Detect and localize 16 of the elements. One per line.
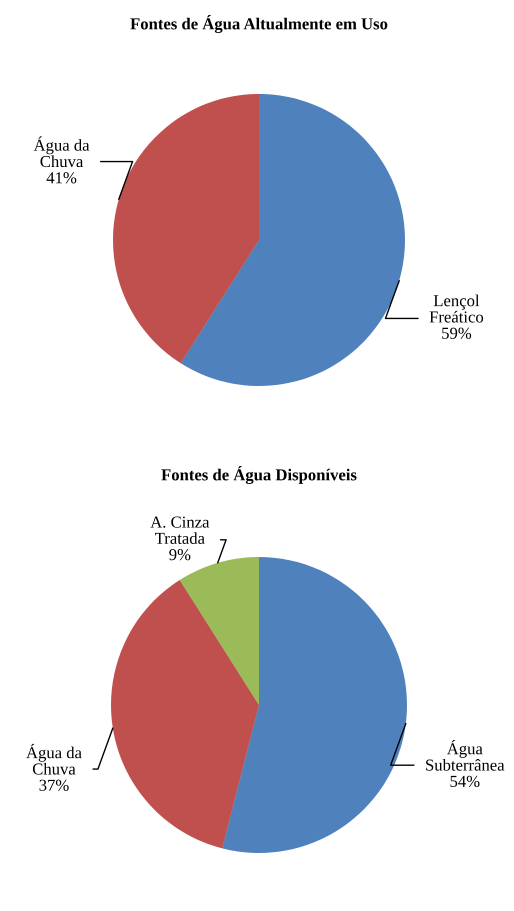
data-label: 37%: [40, 780, 69, 791]
slice-label: Água da Chuva: [34, 136, 90, 168]
pie-slice: [111, 580, 259, 848]
slice-label: Água da Chuva: [26, 744, 82, 775]
pie-slice: [113, 94, 259, 364]
slice-label: Lençol Freático: [430, 294, 484, 323]
data-label: 59%: [442, 328, 472, 339]
pie-slice: [180, 94, 405, 386]
data-label: 41%: [46, 172, 76, 184]
slice-label: Água Subterrânea: [426, 740, 504, 771]
pie-slice: [222, 557, 407, 853]
chart-title: Fontes de Água Altualmente em Uso: [130, 15, 388, 33]
data-label: 54%: [450, 776, 480, 788]
data-label: 9%: [169, 548, 190, 560]
chart-title: Fontes de Água Disponíveis: [161, 466, 357, 484]
slice-label: A. Cinza Tratada: [150, 516, 210, 544]
